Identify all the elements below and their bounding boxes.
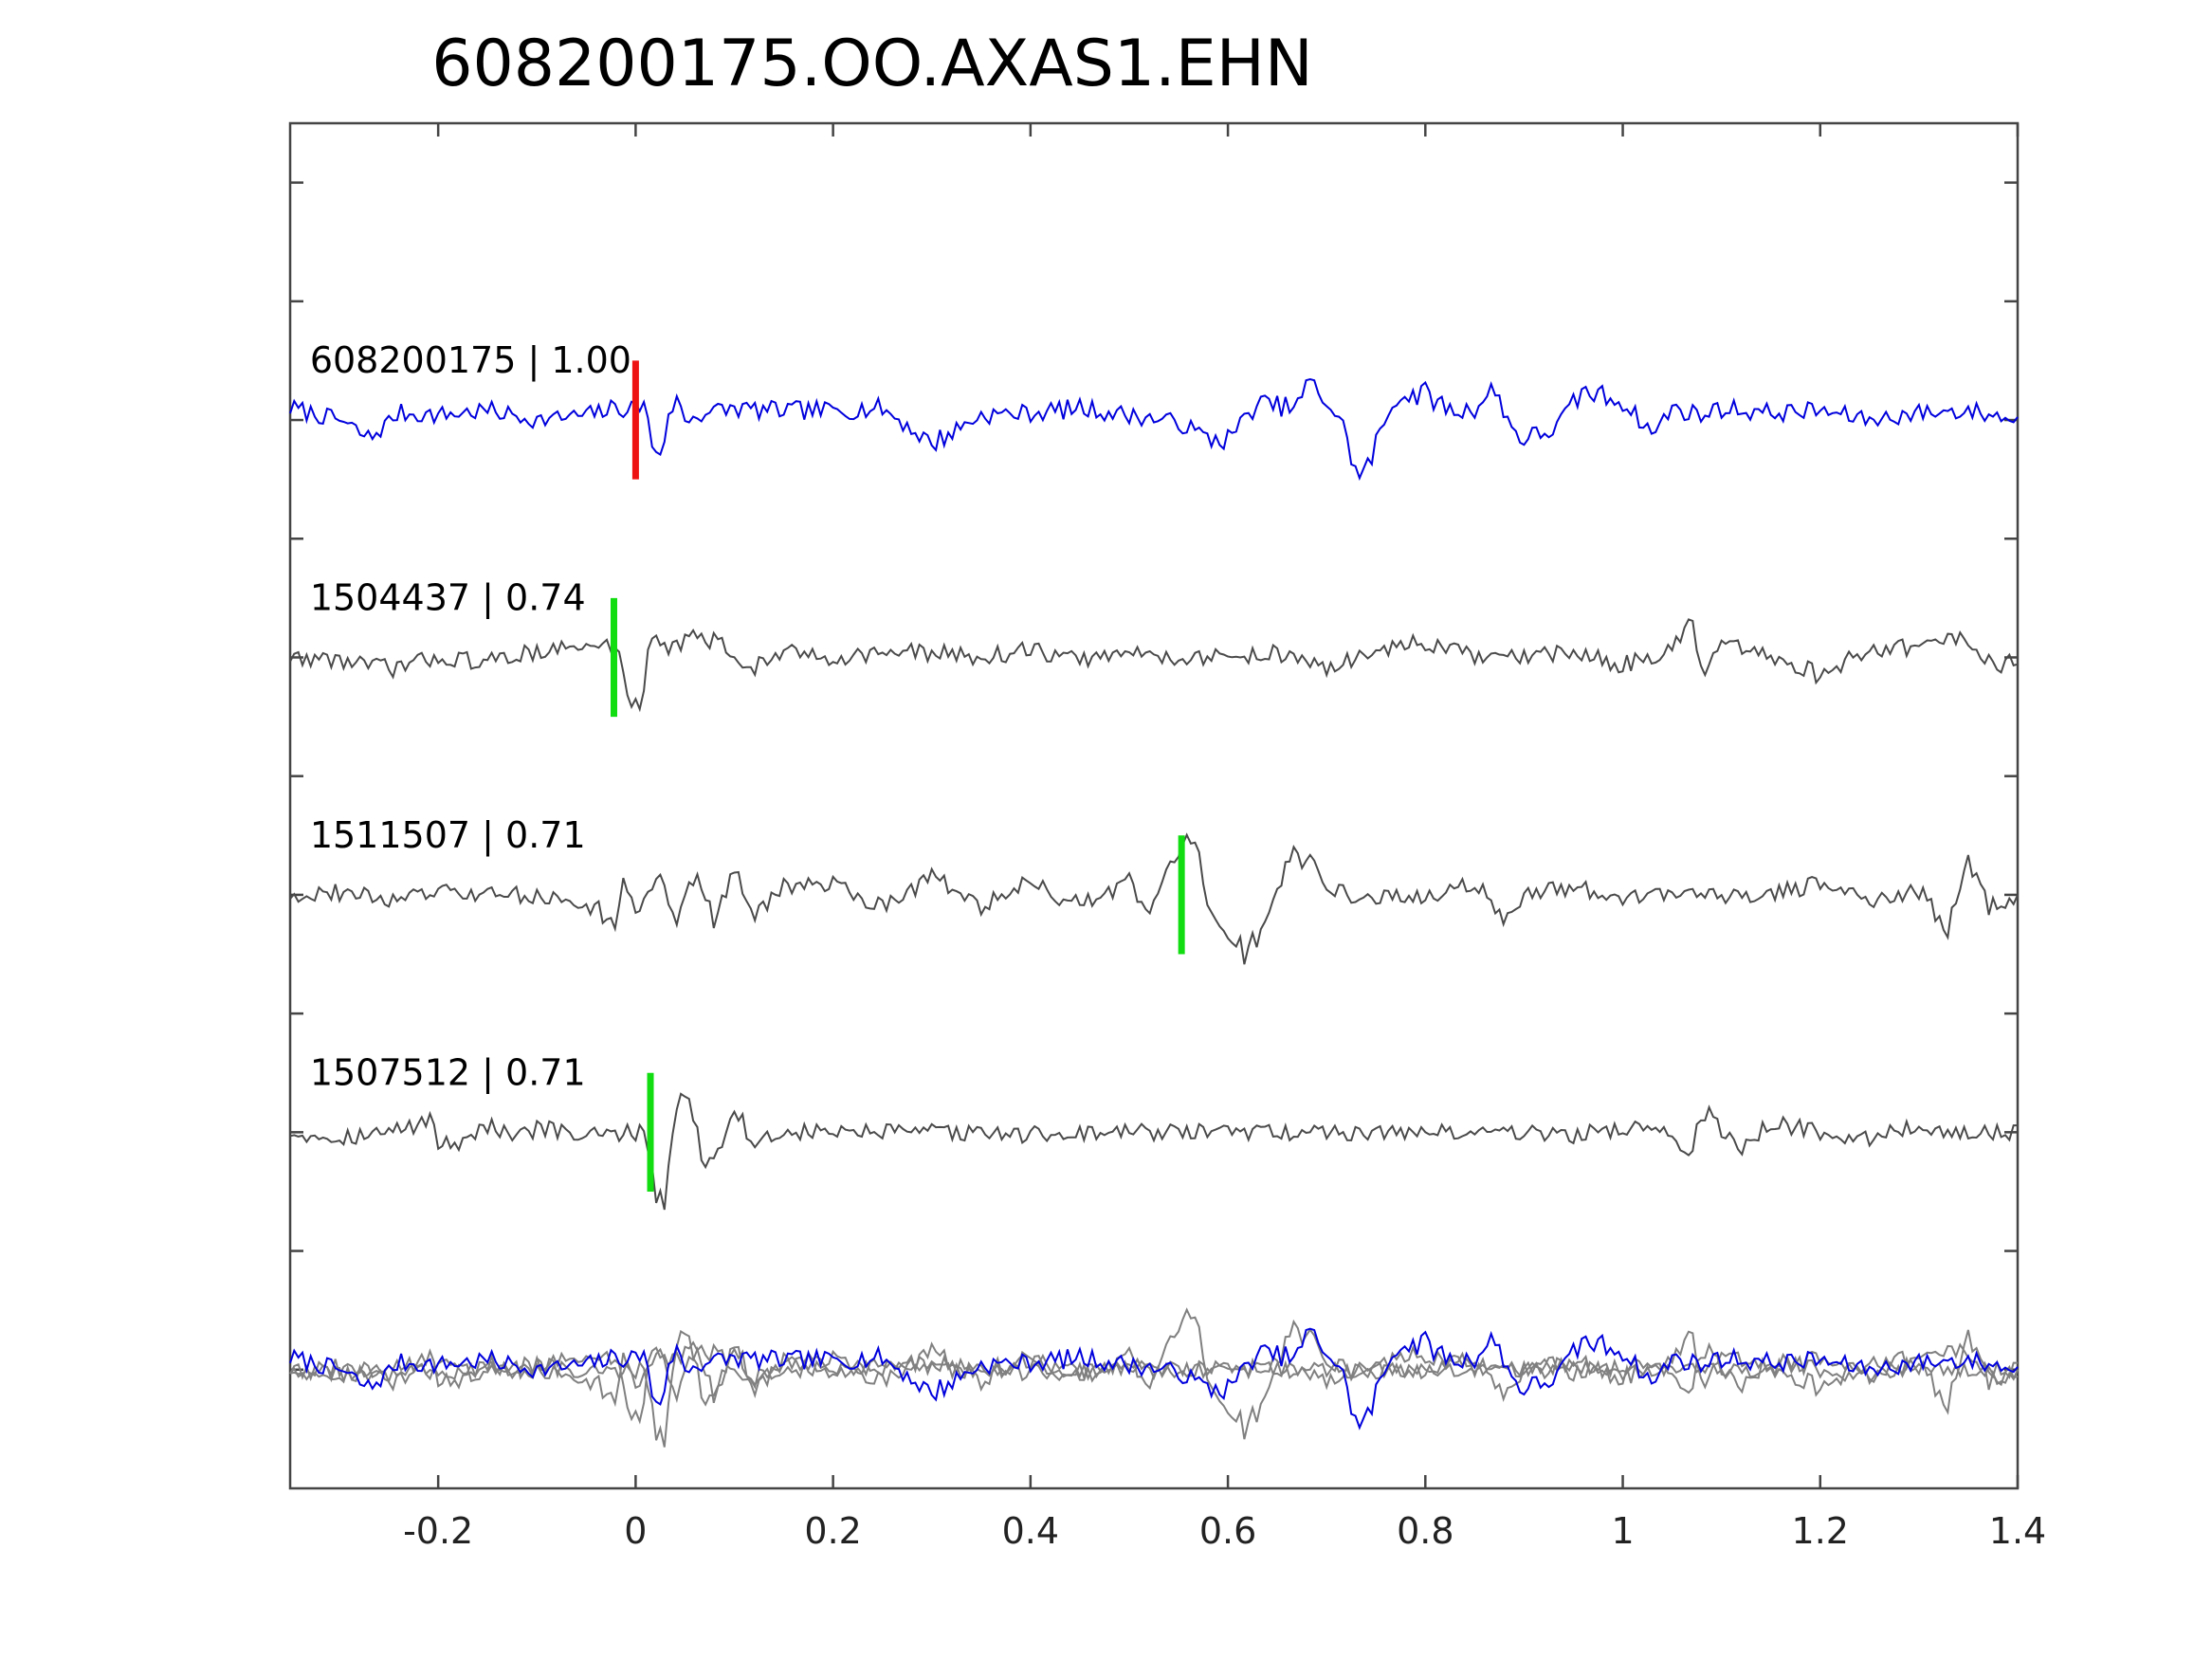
trace-3-line [289,832,2019,965]
trace-2-label: 1504437 | 0.74 [310,576,586,619]
trace-1-line [289,377,2019,482]
x-tick-label: 0.8 [1397,1510,1453,1552]
plot-area: -0.2 0 0.2 0.4 0.6 0.8 1 1.2 1.4 608200175 | 1.00… [288,121,2046,1552]
x-tick-label: 1 [1611,1510,1634,1552]
x-tick-label: -0.2 [403,1510,473,1552]
trace-4-label: 1507512 | 0.71 [310,1051,586,1094]
trace-2-line [289,618,2019,713]
overlay-template-line [289,1327,2019,1431]
chart-title: 608200175.OO.AXAS1.EHN [431,27,1313,101]
x-tick-label: 1.4 [1989,1510,2046,1552]
x-tick-label: 0.4 [1002,1510,1059,1552]
trace-4-line [289,1092,2018,1211]
overlay-match-line-2 [289,1307,2019,1440]
trace-3-label: 1511507 | 0.71 [310,814,586,857]
x-tick-label: 0.2 [804,1510,861,1552]
overlay-match-line-1 [289,1330,2019,1425]
axes-frame [288,121,2020,1490]
x-tick-label: 1.2 [1792,1510,1849,1552]
x-tick-label: 0 [624,1510,647,1552]
trace-1-label: 608200175 | 1.00 [310,339,631,382]
x-tick-label: 0.6 [1199,1510,1256,1552]
overlay-match-line-3 [289,1329,2018,1448]
